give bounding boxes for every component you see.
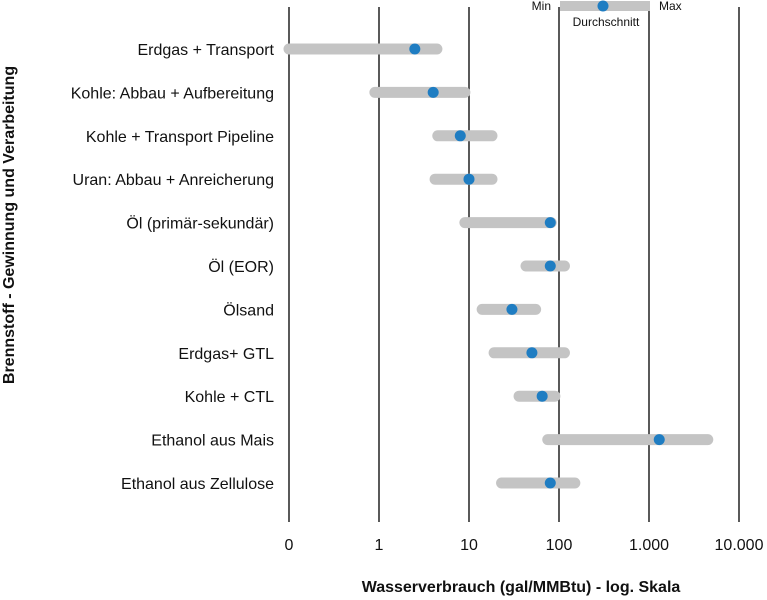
mean-point (544, 217, 556, 229)
x-tick-label: 10.000 (715, 537, 764, 554)
mean-point (526, 347, 538, 359)
category-label: Erdgas + Transport (137, 42, 274, 59)
legend-max-label: Max (659, 0, 682, 13)
category-label: Ethanol aus Zellulose (121, 476, 274, 493)
mean-point (463, 173, 475, 185)
mean-point (544, 477, 556, 489)
mean-point (409, 43, 421, 55)
category-label: Ölsand (223, 301, 274, 319)
category-label: Erdgas+ GTL (178, 346, 274, 363)
category-label: Kohle + CTL (185, 389, 274, 406)
category-label: Kohle + Transport Pipeline (86, 129, 274, 146)
x-tick-label: 1 (375, 537, 384, 554)
legend-mean-point (597, 0, 609, 12)
mean-point (653, 434, 665, 446)
category-label: Kohle: Abbau + Aufbereitung (71, 85, 274, 102)
x-axis-title: Wasserverbrauch (gal/MMBtu) - log. Skala (362, 579, 681, 596)
legend: Min Max Durchschnitt (532, 0, 682, 29)
mean-point (427, 86, 439, 98)
category-label: Uran: Abbau + Anreicherung (73, 172, 274, 189)
category-label: Ethanol aus Mais (151, 433, 274, 450)
mean-point (506, 303, 518, 315)
x-tick-label: 0 (285, 537, 294, 554)
category-labels: Erdgas + Transport Kohle: Abbau + Aufbere… (71, 42, 275, 493)
legend-mean-label: Durchschnitt (573, 15, 640, 29)
y-axis-title: Brennstoff - Gewinnung und Verarbeitung (1, 66, 18, 384)
x-tick-labels: 0 1 10 100 1.000 10.000 (285, 537, 764, 554)
mean-point (544, 260, 556, 272)
x-tick-label: 1.000 (629, 537, 669, 554)
category-label: Öl (EOR) (208, 258, 274, 276)
x-tick-label: 100 (546, 537, 573, 554)
mean-points (409, 43, 665, 489)
mean-point (454, 130, 466, 142)
mean-point (536, 390, 548, 402)
x-tick-label: 10 (460, 537, 478, 554)
legend-min-label: Min (532, 0, 551, 13)
category-label: Öl (primär-sekundär) (126, 215, 274, 233)
range-bars (283, 43, 714, 489)
